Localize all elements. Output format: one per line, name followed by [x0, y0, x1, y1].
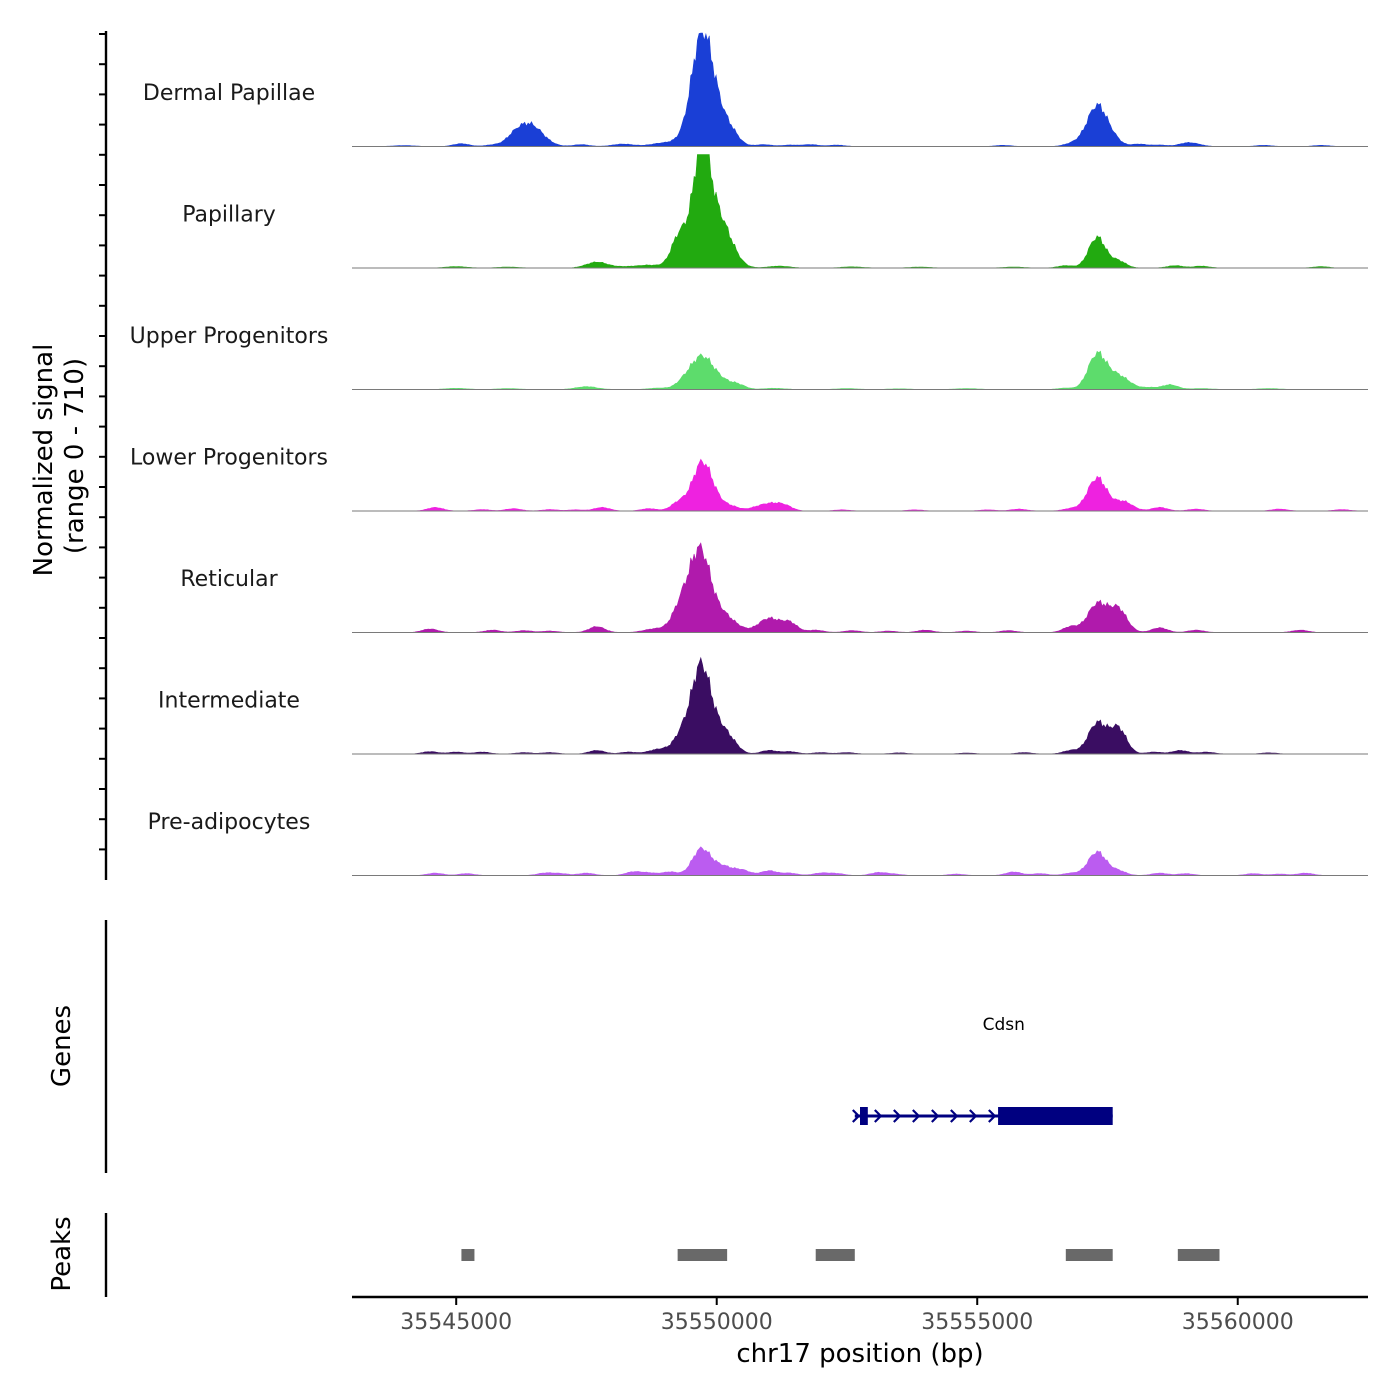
genes-track: Cdsn: [852, 1015, 1113, 1125]
coverage-y-ticks: [99, 33, 106, 851]
strand-arrow-icon: [950, 1109, 959, 1123]
coverage-tracks: Dermal Papillae Papillary Upper Progenitor…: [130, 32, 1368, 876]
peak-region: [815, 1249, 855, 1261]
x-tick-label: 35545000: [400, 1310, 512, 1335]
strand-arrow-icon: [874, 1109, 883, 1123]
y-axis-label: Normalized signal: [29, 344, 59, 577]
strand-arrow-icon: [988, 1109, 997, 1123]
peaks-panel-label: Peaks: [47, 1216, 77, 1291]
coverage-area: [352, 542, 1368, 633]
gene-label: Cdsn: [983, 1015, 1025, 1035]
peak-region: [1065, 1249, 1113, 1261]
coverage-area: [352, 154, 1368, 269]
x-tick-label: 35555000: [921, 1310, 1033, 1335]
x-tick-label: 35560000: [1182, 1310, 1294, 1335]
track-label: Lower Progenitors: [130, 446, 328, 471]
coverage-y-axis: [99, 31, 108, 880]
coverage-track: Intermediate: [158, 656, 1368, 755]
coverage-track: Dermal Papillae: [143, 32, 1368, 147]
x-axis-ticks: 35545000 35550000 35555000 35560000: [400, 1297, 1294, 1335]
coverage-track: Pre-adipocytes: [148, 810, 1368, 876]
coverage-area: [352, 350, 1368, 390]
strand-arrow-icon: [852, 1109, 861, 1123]
track-label: Upper Progenitors: [130, 324, 329, 349]
coverage-track: Reticular: [180, 542, 1368, 633]
coverage-track: Lower Progenitors: [130, 446, 1368, 512]
track-label: Dermal Papillae: [143, 81, 315, 106]
strand-arrow-icon: [931, 1109, 940, 1123]
peak-region: [1177, 1249, 1220, 1261]
peak-region: [461, 1249, 475, 1261]
strand-arrow-icon: [969, 1109, 978, 1123]
y-axis-range-label: (range 0 - 710): [60, 358, 90, 554]
coverage-area: [352, 32, 1368, 147]
x-tick-label: 35550000: [661, 1310, 773, 1335]
track-label: Papillary: [182, 203, 276, 228]
coverage-area: [352, 458, 1368, 512]
strand-arrow-icon: [912, 1109, 921, 1123]
gene-exon: [998, 1107, 1113, 1125]
track-label: Intermediate: [158, 689, 300, 714]
track-label: Reticular: [180, 567, 278, 592]
track-label: Pre-adipocytes: [148, 810, 311, 835]
coverage-track: Upper Progenitors: [130, 324, 1368, 390]
peaks-track: [461, 1249, 1220, 1261]
strand-arrow-icon: [893, 1109, 902, 1123]
x-axis-label: chr17 position (bp): [736, 1339, 983, 1369]
coverage-area: [352, 846, 1368, 876]
coverage-track: Papillary: [182, 154, 1368, 269]
genes-panel-label: Genes: [47, 1005, 77, 1087]
coverage-area: [352, 656, 1368, 755]
gene-exon: [860, 1107, 868, 1125]
peak-region: [677, 1249, 728, 1261]
